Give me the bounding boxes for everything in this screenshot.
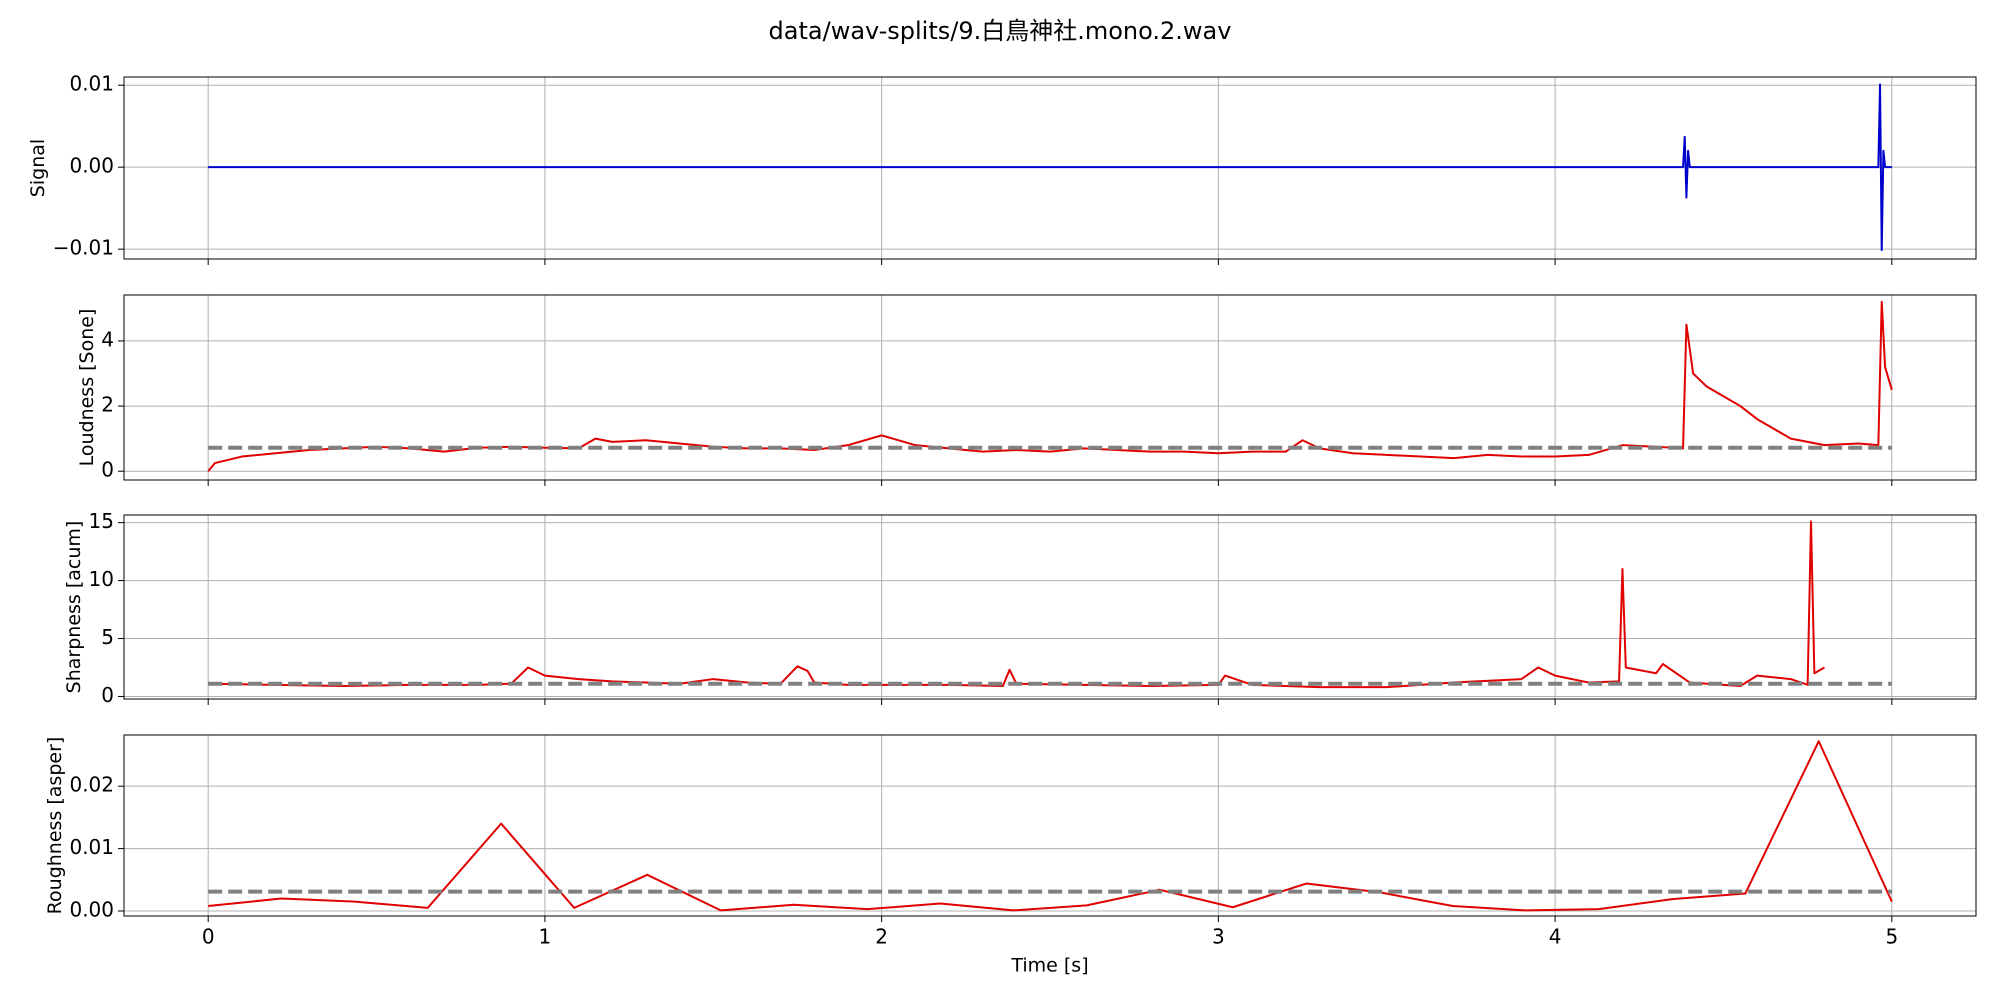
y-tick-label: 4 — [101, 327, 114, 351]
y-axis-label: Loudness [Sone] — [76, 309, 98, 467]
y-tick-label: 2 — [101, 393, 114, 417]
data-line — [208, 83, 1892, 251]
y-axis-label: Sharpness [acum] — [63, 521, 85, 694]
x-tick-label: 4 — [1549, 925, 1562, 949]
x-tick-label: 3 — [1212, 925, 1225, 949]
axes-frame — [123, 76, 1977, 260]
axes-frame — [123, 734, 1977, 917]
y-tick-label: 10 — [89, 567, 114, 591]
y-tick-label: 0.01 — [69, 835, 114, 859]
axes-frame — [123, 514, 1977, 700]
y-tick-label: 0.01 — [69, 72, 114, 96]
x-tick-label: 1 — [539, 925, 552, 949]
y-tick-label: 0.00 — [69, 898, 114, 922]
y-axis-label: Roughness [asper] — [44, 737, 66, 915]
axes-frame — [123, 294, 1977, 481]
figure-title: data/wav-splits/9.白鳥神社.mono.2.wav — [769, 17, 1232, 45]
x-tick-label: 5 — [1885, 925, 1898, 949]
y-axis-label: Signal — [27, 139, 49, 197]
y-tick-label: 5 — [101, 625, 114, 649]
data-line — [208, 740, 1893, 912]
y-tick-label: 0.02 — [69, 773, 114, 797]
y-tick-label: −0.01 — [53, 236, 114, 260]
x-axis-label: Time [s] — [1010, 955, 1088, 977]
y-tick-label: 0 — [101, 458, 114, 482]
x-tick-label: 0 — [202, 925, 215, 949]
y-tick-label: 0.00 — [69, 154, 114, 178]
y-tick-label: 0 — [101, 683, 114, 707]
x-tick-label: 2 — [875, 925, 888, 949]
y-tick-label: 15 — [89, 509, 114, 533]
